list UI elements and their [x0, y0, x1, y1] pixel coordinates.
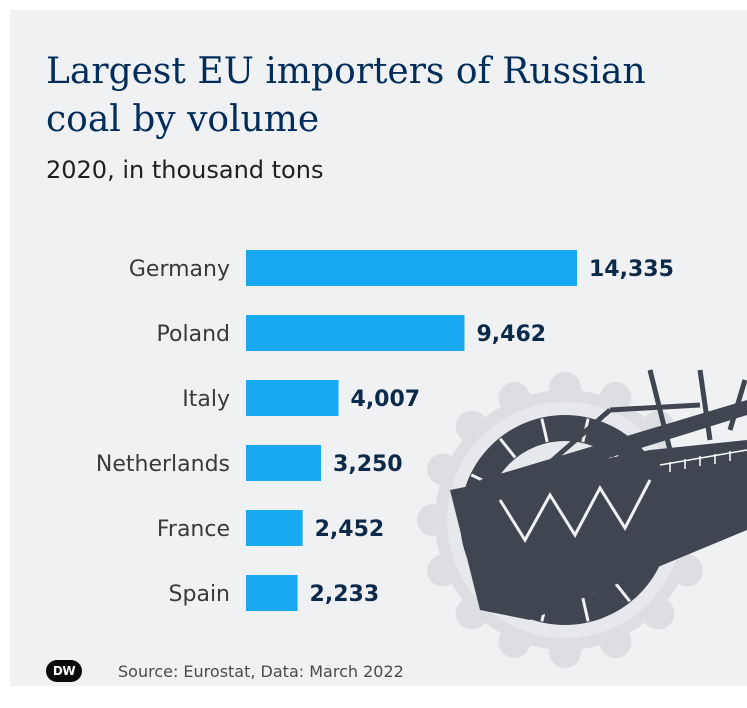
- bar-germany: [246, 250, 577, 286]
- bar-netherlands: [246, 445, 322, 481]
- wheel-tooth-illustration: [417, 504, 449, 536]
- value-label: 9,462: [476, 322, 546, 347]
- dw-logo: DW: [46, 660, 82, 682]
- wheel-tooth-illustration: [455, 410, 488, 443]
- value-label: 2,233: [310, 582, 380, 607]
- category-label: Netherlands: [96, 452, 230, 477]
- wheel-tooth-illustration: [427, 453, 460, 486]
- boom-truss-illustration: [498, 479, 652, 543]
- value-label: 14,335: [589, 257, 674, 282]
- value-label: 4,007: [351, 387, 421, 412]
- wheel-tooth-illustration: [670, 554, 703, 587]
- wheel-tooth-illustration: [642, 597, 675, 630]
- wheel-spoke-illustration: [540, 418, 549, 443]
- value-label: 2,452: [315, 517, 385, 542]
- wheel-tooth-illustration: [599, 382, 632, 415]
- bar-france: [246, 510, 303, 546]
- wheel-tooth-illustration: [549, 372, 581, 404]
- bar-italy: [246, 380, 339, 416]
- wheel-tooth-illustration: [549, 636, 581, 668]
- category-label: Germany: [129, 257, 230, 282]
- value-label: 3,250: [333, 452, 403, 477]
- bar-poland: [246, 315, 465, 351]
- excavator-illustration: [417, 369, 747, 668]
- bar-chart: Germany 14,335 Poland 9,462 Italy 4,007 Nether…: [96, 250, 747, 668]
- category-label: Spain: [169, 582, 230, 607]
- wheel-tooth-illustration: [498, 382, 531, 415]
- category-label: Poland: [157, 322, 230, 347]
- cables-illustration: [528, 369, 747, 482]
- chart-card: Largest EU importers of Russian coal by …: [10, 10, 747, 686]
- chart-subtitle: 2020, in thousand tons: [46, 156, 324, 184]
- wheel-tooth-illustration: [498, 625, 531, 658]
- wheel-spoke-illustration: [498, 437, 517, 459]
- footer: DW Source: Eurostat, Data: March 2022: [46, 660, 404, 682]
- category-label: Italy: [182, 387, 230, 412]
- wheel-tooth-illustration: [427, 554, 460, 587]
- category-label: France: [157, 517, 230, 542]
- railing-illustration: [659, 449, 747, 472]
- source-note: Source: Eurostat, Data: March 2022: [118, 661, 404, 681]
- boom-illustration: [450, 440, 747, 620]
- boom-top-illustration: [480, 400, 747, 495]
- wheel-tooth-illustration: [599, 625, 632, 658]
- chart-title: Largest EU importers of Russian coal by …: [46, 51, 646, 140]
- wheel-spoke-illustration: [581, 597, 590, 622]
- bar-spain: [246, 575, 298, 611]
- wheel-spoke-illustration: [613, 581, 632, 603]
